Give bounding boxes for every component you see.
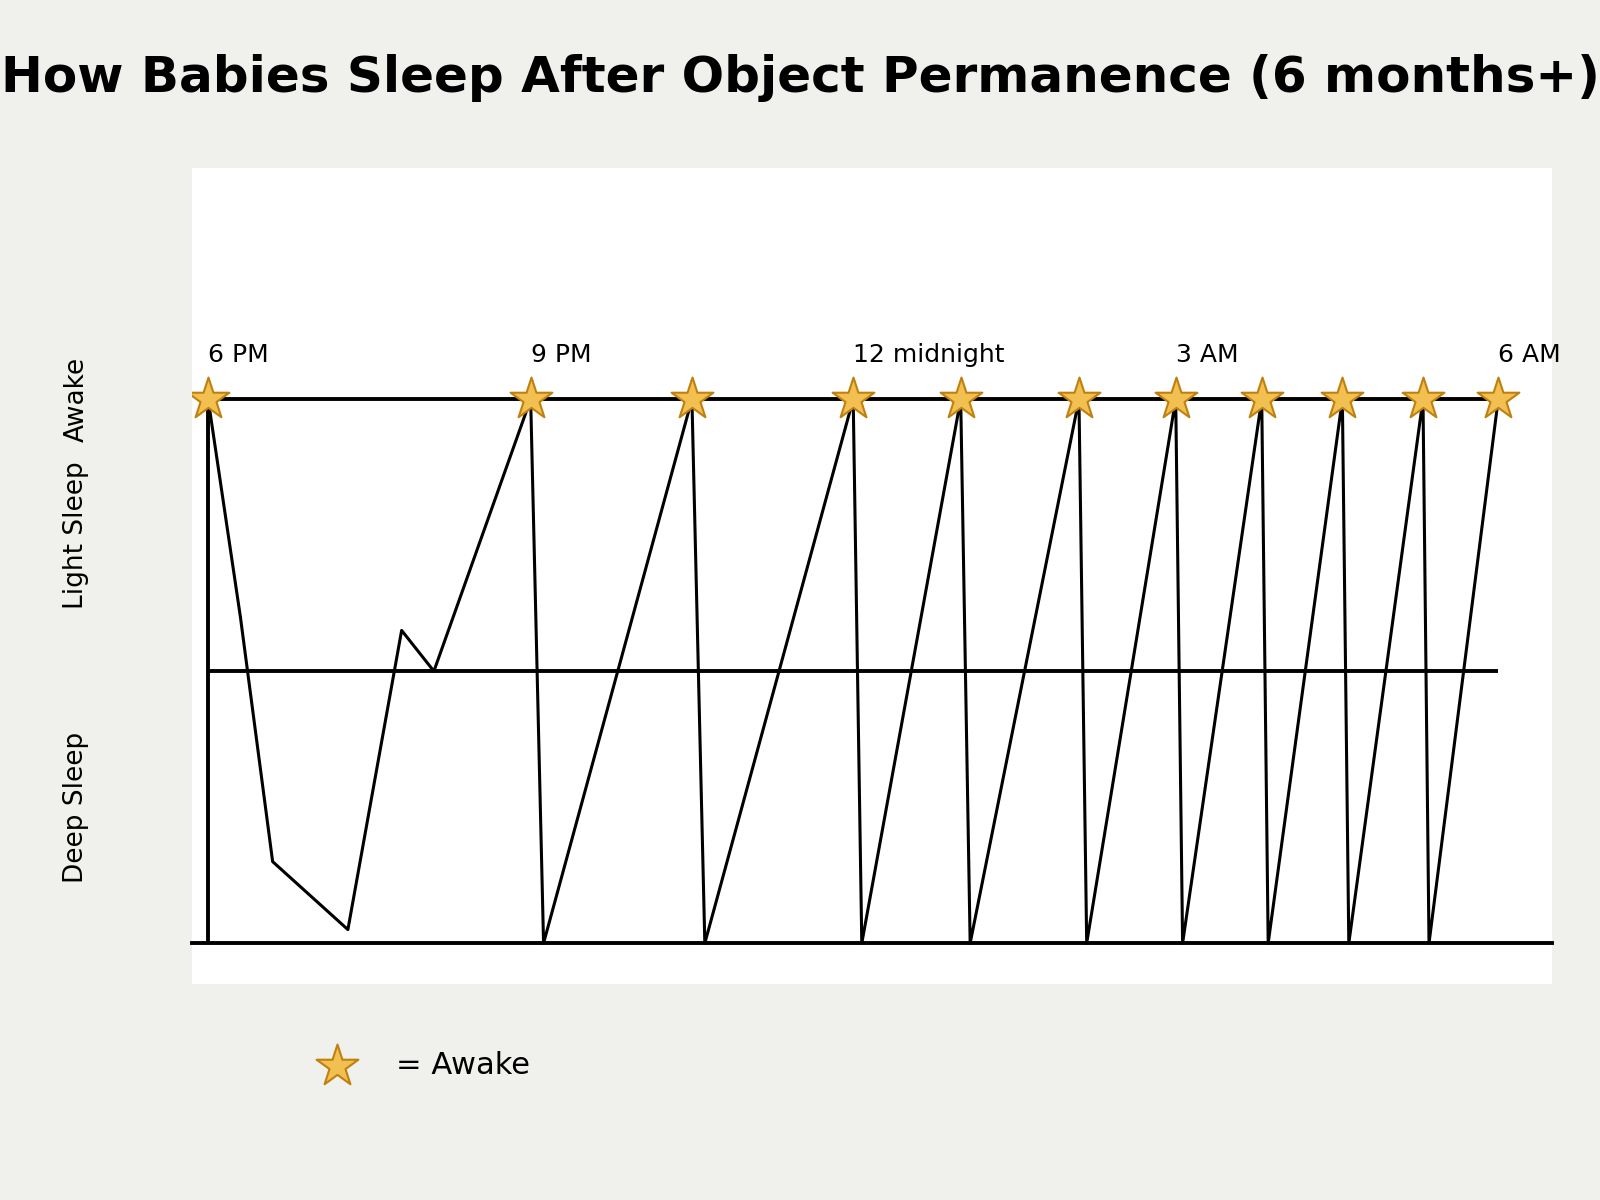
Text: 6 AM: 6 AM [1498, 342, 1562, 366]
Point [518, 390, 544, 409]
Point [1330, 390, 1355, 409]
Point [1163, 390, 1189, 409]
Point [678, 390, 704, 409]
Text: Light Sleep: Light Sleep [64, 461, 90, 610]
Text: Awake: Awake [64, 356, 90, 442]
Text: = Awake: = Awake [397, 1051, 530, 1080]
Text: 9 PM: 9 PM [531, 342, 592, 366]
Point [325, 1056, 350, 1075]
Point [195, 390, 221, 409]
Point [1410, 390, 1435, 409]
Text: 3 AM: 3 AM [1176, 342, 1238, 366]
Text: How Babies Sleep After Object Permanence (6 months+): How Babies Sleep After Object Permanence… [0, 54, 1600, 102]
Text: Deep Sleep: Deep Sleep [64, 732, 90, 883]
Point [1485, 390, 1510, 409]
Text: 6 PM: 6 PM [208, 342, 269, 366]
Text: 12 midnight: 12 midnight [853, 342, 1005, 366]
Point [840, 390, 866, 409]
Point [947, 390, 973, 409]
Point [1066, 390, 1091, 409]
Point [1250, 390, 1275, 409]
